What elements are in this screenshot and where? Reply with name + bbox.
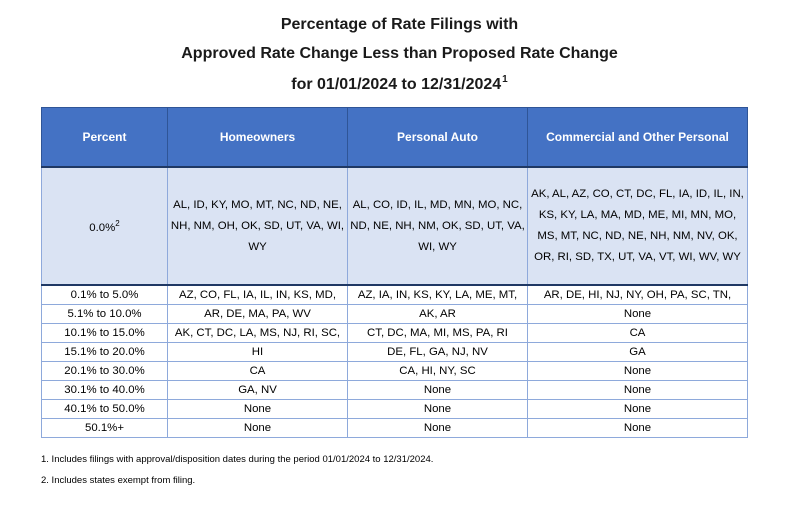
table-row: 5.1% to 10.0% AR, DE, MA, PA, WV AK, AR Non…	[41, 304, 748, 324]
cell-personal-auto: AK, AR	[347, 304, 528, 324]
cell-commercial: AR, DE, HI, NJ, NY, OH, PA, SC, TN,	[527, 284, 748, 305]
cell-percent: 0.1% to 5.0%	[41, 284, 168, 305]
cell-percent: 0.0%2	[41, 166, 168, 286]
cell-personal-auto: None	[347, 418, 528, 438]
cell-homeowners: AZ, CO, FL, IA, IL, IN, KS, MD,	[167, 284, 348, 305]
cell-commercial: None	[527, 304, 748, 324]
cell-homeowners: None	[167, 418, 348, 438]
table-row: 40.1% to 50.0% None None None	[41, 399, 748, 419]
cell-personal-auto: AL, CO, ID, IL, MD, MN, MO, NC, ND, NE, …	[347, 166, 528, 286]
cell-personal-auto: None	[347, 399, 528, 419]
title-line-2: Approved Rate Change Less than Proposed …	[181, 45, 618, 62]
table-row: 0.1% to 5.0% AZ, CO, FL, IA, IL, IN, KS, …	[41, 284, 748, 305]
cell-homeowners: AR, DE, MA, PA, WV	[167, 304, 348, 324]
title-line-1: Percentage of Rate Filings with	[280, 16, 519, 33]
table-row-zero-percent: 0.0%2 AL, ID, KY, MO, MT, NC, ND, NE, NH…	[41, 166, 748, 286]
cell-commercial: CA	[527, 323, 748, 343]
table-row: 30.1% to 40.0% GA, NV None None	[41, 380, 748, 400]
cell-personal-auto: None	[347, 380, 528, 400]
table-row: 10.1% to 15.0% AK, CT, DC, LA, MS, NJ, RI…	[41, 323, 748, 343]
title-footnote-ref: 1	[502, 74, 508, 85]
header-percent: Percent	[41, 107, 168, 168]
cell-percent: 10.1% to 15.0%	[41, 323, 168, 343]
rate-filings-table: Percent Homeowners Personal Auto Commerc…	[41, 107, 748, 438]
footnote-2: 2. Includes states exempt from filing.	[41, 475, 196, 486]
title-date-range: for 01/01/2024 to 12/31/2024	[291, 76, 502, 93]
cell-percent: 50.1%+	[41, 418, 168, 438]
cell-percent-value: 0.0%	[89, 222, 116, 234]
table-row: 20.1% to 30.0% CA CA, HI, NY, SC None	[41, 361, 748, 381]
footnote-1: 1. Includes filings with approval/dispos…	[41, 454, 434, 465]
title-line-3: for 01/01/2024 to 12/31/20241	[0, 74, 799, 94]
table-row: 50.1%+ None None None	[41, 418, 748, 438]
cell-homeowners: None	[167, 399, 348, 419]
header-commercial: Commercial and Other Personal	[527, 107, 748, 168]
percent-footnote-ref: 2	[115, 219, 120, 228]
cell-personal-auto: DE, FL, GA, NJ, NV	[347, 342, 528, 362]
cell-homeowners: AK, CT, DC, LA, MS, NJ, RI, SC,	[167, 323, 348, 343]
cell-homeowners: AL, ID, KY, MO, MT, NC, ND, NE, NH, NM, …	[167, 166, 348, 286]
table-row: 15.1% to 20.0% HI DE, FL, GA, NJ, NV GA	[41, 342, 748, 362]
cell-percent: 15.1% to 20.0%	[41, 342, 168, 362]
cell-commercial: GA	[527, 342, 748, 362]
cell-homeowners: HI	[167, 342, 348, 362]
cell-commercial: None	[527, 418, 748, 438]
cell-personal-auto: CA, HI, NY, SC	[347, 361, 528, 381]
cell-commercial: None	[527, 399, 748, 419]
cell-percent: 30.1% to 40.0%	[41, 380, 168, 400]
cell-percent: 20.1% to 30.0%	[41, 361, 168, 381]
header-personal-auto: Personal Auto	[347, 107, 528, 168]
cell-commercial: AK, AL, AZ, CO, CT, DC, FL, IA, ID, IL, …	[527, 166, 748, 286]
cell-personal-auto: AZ, IA, IN, KS, KY, LA, ME, MT,	[347, 284, 528, 305]
cell-commercial: None	[527, 361, 748, 381]
cell-personal-auto: CT, DC, MA, MI, MS, PA, RI	[347, 323, 528, 343]
header-homeowners: Homeowners	[167, 107, 348, 168]
header-row: Percent Homeowners Personal Auto Commerc…	[41, 107, 748, 168]
cell-commercial: None	[527, 380, 748, 400]
cell-homeowners: CA	[167, 361, 348, 381]
cell-homeowners: GA, NV	[167, 380, 348, 400]
cell-percent: 40.1% to 50.0%	[41, 399, 168, 419]
cell-percent: 5.1% to 10.0%	[41, 304, 168, 324]
